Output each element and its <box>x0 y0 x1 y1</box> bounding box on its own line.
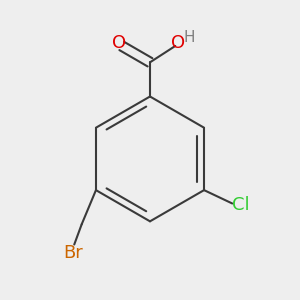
Text: O: O <box>112 34 126 52</box>
Text: Cl: Cl <box>232 196 250 214</box>
Text: Br: Br <box>63 244 83 262</box>
Text: H: H <box>184 30 195 45</box>
Text: O: O <box>171 34 185 52</box>
